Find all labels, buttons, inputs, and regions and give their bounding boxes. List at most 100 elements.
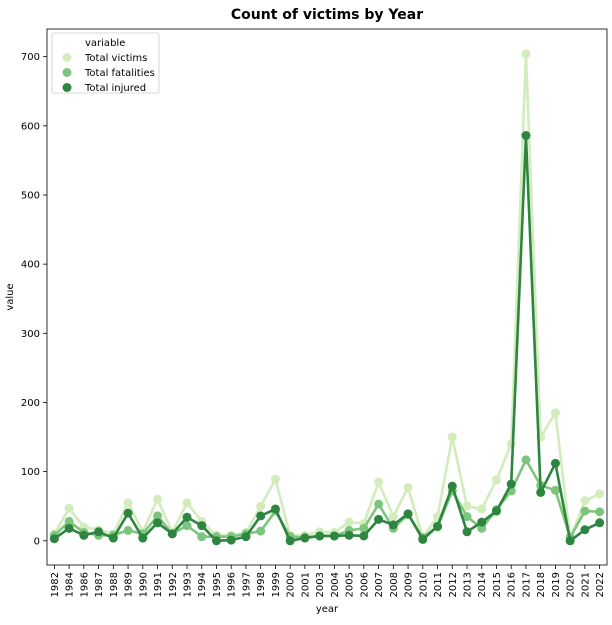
data-point: [300, 533, 310, 543]
data-point: [197, 521, 207, 531]
y-axis: 0 100 200 300 400 500 600 700: [21, 52, 47, 547]
data-point: [403, 509, 413, 519]
data-point: [256, 511, 266, 521]
data-point: [477, 504, 487, 514]
data-point: [374, 499, 384, 509]
series-total-fatalities: [49, 455, 605, 542]
data-point: [462, 512, 472, 522]
x-tick-label: 1993: [183, 572, 194, 597]
x-tick-label: 2011: [433, 572, 444, 597]
data-point: [580, 496, 590, 506]
data-point: [521, 131, 531, 141]
data-point: [506, 439, 516, 449]
data-point: [285, 536, 295, 546]
data-point: [108, 533, 118, 543]
data-point: [418, 534, 428, 544]
data-point: [256, 501, 266, 511]
y-tick-label: 0: [34, 536, 40, 547]
data-point: [64, 516, 74, 526]
data-point: [359, 523, 369, 533]
data-point: [315, 531, 325, 541]
x-tick-label: 1984: [65, 572, 76, 597]
x-tick-label: 2015: [492, 572, 503, 597]
data-point: [595, 518, 605, 528]
x-tick-label: 2008: [389, 572, 400, 597]
x-tick-label: 2000: [286, 572, 297, 597]
data-point: [491, 475, 501, 485]
x-tick-label: 2016: [507, 572, 518, 597]
data-point: [550, 458, 560, 468]
y-tick-label: 700: [21, 52, 40, 63]
x-tick-label: 2020: [566, 572, 577, 597]
x-tick-label: 1999: [271, 572, 282, 597]
legend-title: variable: [85, 38, 125, 49]
x-tick-label: 2013: [463, 572, 474, 597]
series-line: [53, 52, 601, 541]
data-point: [506, 479, 516, 489]
data-point: [374, 477, 384, 487]
x-tick-label: 1997: [241, 572, 252, 597]
data-point: [388, 512, 398, 522]
data-point: [388, 520, 398, 530]
data-point: [477, 517, 487, 527]
legend-items: Total victims Total fatalities Total injur…: [62, 53, 155, 94]
x-axis-label: year: [316, 604, 339, 615]
data-point: [123, 498, 133, 508]
data-point: [433, 521, 443, 531]
data-point: [580, 506, 590, 516]
data-point: [94, 527, 104, 537]
x-tick-label: 2009: [404, 572, 415, 597]
data-point: [565, 536, 575, 546]
data-point: [197, 532, 207, 542]
data-point: [580, 525, 590, 535]
data-point: [521, 455, 531, 465]
data-point: [462, 527, 472, 537]
x-tick-label: 2007: [374, 572, 385, 597]
x-tick-label: 2001: [300, 572, 311, 597]
data-point: [49, 534, 59, 544]
x-tick-label: 2021: [580, 572, 591, 597]
series-total-victims: [49, 49, 605, 544]
data-point: [595, 489, 605, 499]
legend-box: [51, 32, 160, 94]
data-point: [447, 432, 457, 442]
data-point: [153, 494, 163, 504]
series-total-injured: [49, 131, 605, 546]
data-point: [270, 504, 280, 514]
data-point: [403, 483, 413, 493]
y-tick-label: 100: [21, 467, 40, 478]
y-tick-label: 600: [21, 121, 40, 132]
data-point: [536, 487, 546, 497]
y-tick-label: 400: [21, 260, 40, 271]
legend-marker: [62, 83, 72, 92]
data-point: [344, 517, 354, 527]
x-tick-label: 1986: [79, 572, 90, 597]
data-point: [153, 511, 163, 521]
y-tick-label: 500: [21, 190, 40, 201]
legend-label: Total fatalities: [84, 68, 155, 79]
data-point: [226, 535, 236, 545]
legend-label: Total victims: [84, 53, 147, 64]
x-tick-label: 1990: [138, 572, 149, 597]
data-point: [182, 521, 192, 531]
data-point: [521, 49, 531, 59]
data-point: [462, 501, 472, 511]
x-axis: 1982 1984 1986 1987 1988 1989 1990 1991 1992 1993…: [50, 565, 606, 597]
x-tick-label: 1992: [168, 572, 179, 597]
x-tick-label: 1998: [256, 572, 267, 597]
series-layer: [49, 49, 605, 546]
x-tick-label: 2005: [345, 572, 356, 597]
x-tick-label: 2018: [536, 572, 547, 597]
data-point: [491, 506, 501, 516]
y-axis-label: value: [5, 283, 16, 310]
legend-marker: [62, 53, 72, 62]
data-point: [329, 531, 339, 541]
legend-label: Total injured: [84, 83, 146, 94]
data-point: [153, 518, 163, 528]
x-tick-label: 1995: [212, 572, 223, 597]
data-point: [123, 525, 133, 535]
data-point: [64, 503, 74, 513]
data-point: [211, 536, 221, 546]
